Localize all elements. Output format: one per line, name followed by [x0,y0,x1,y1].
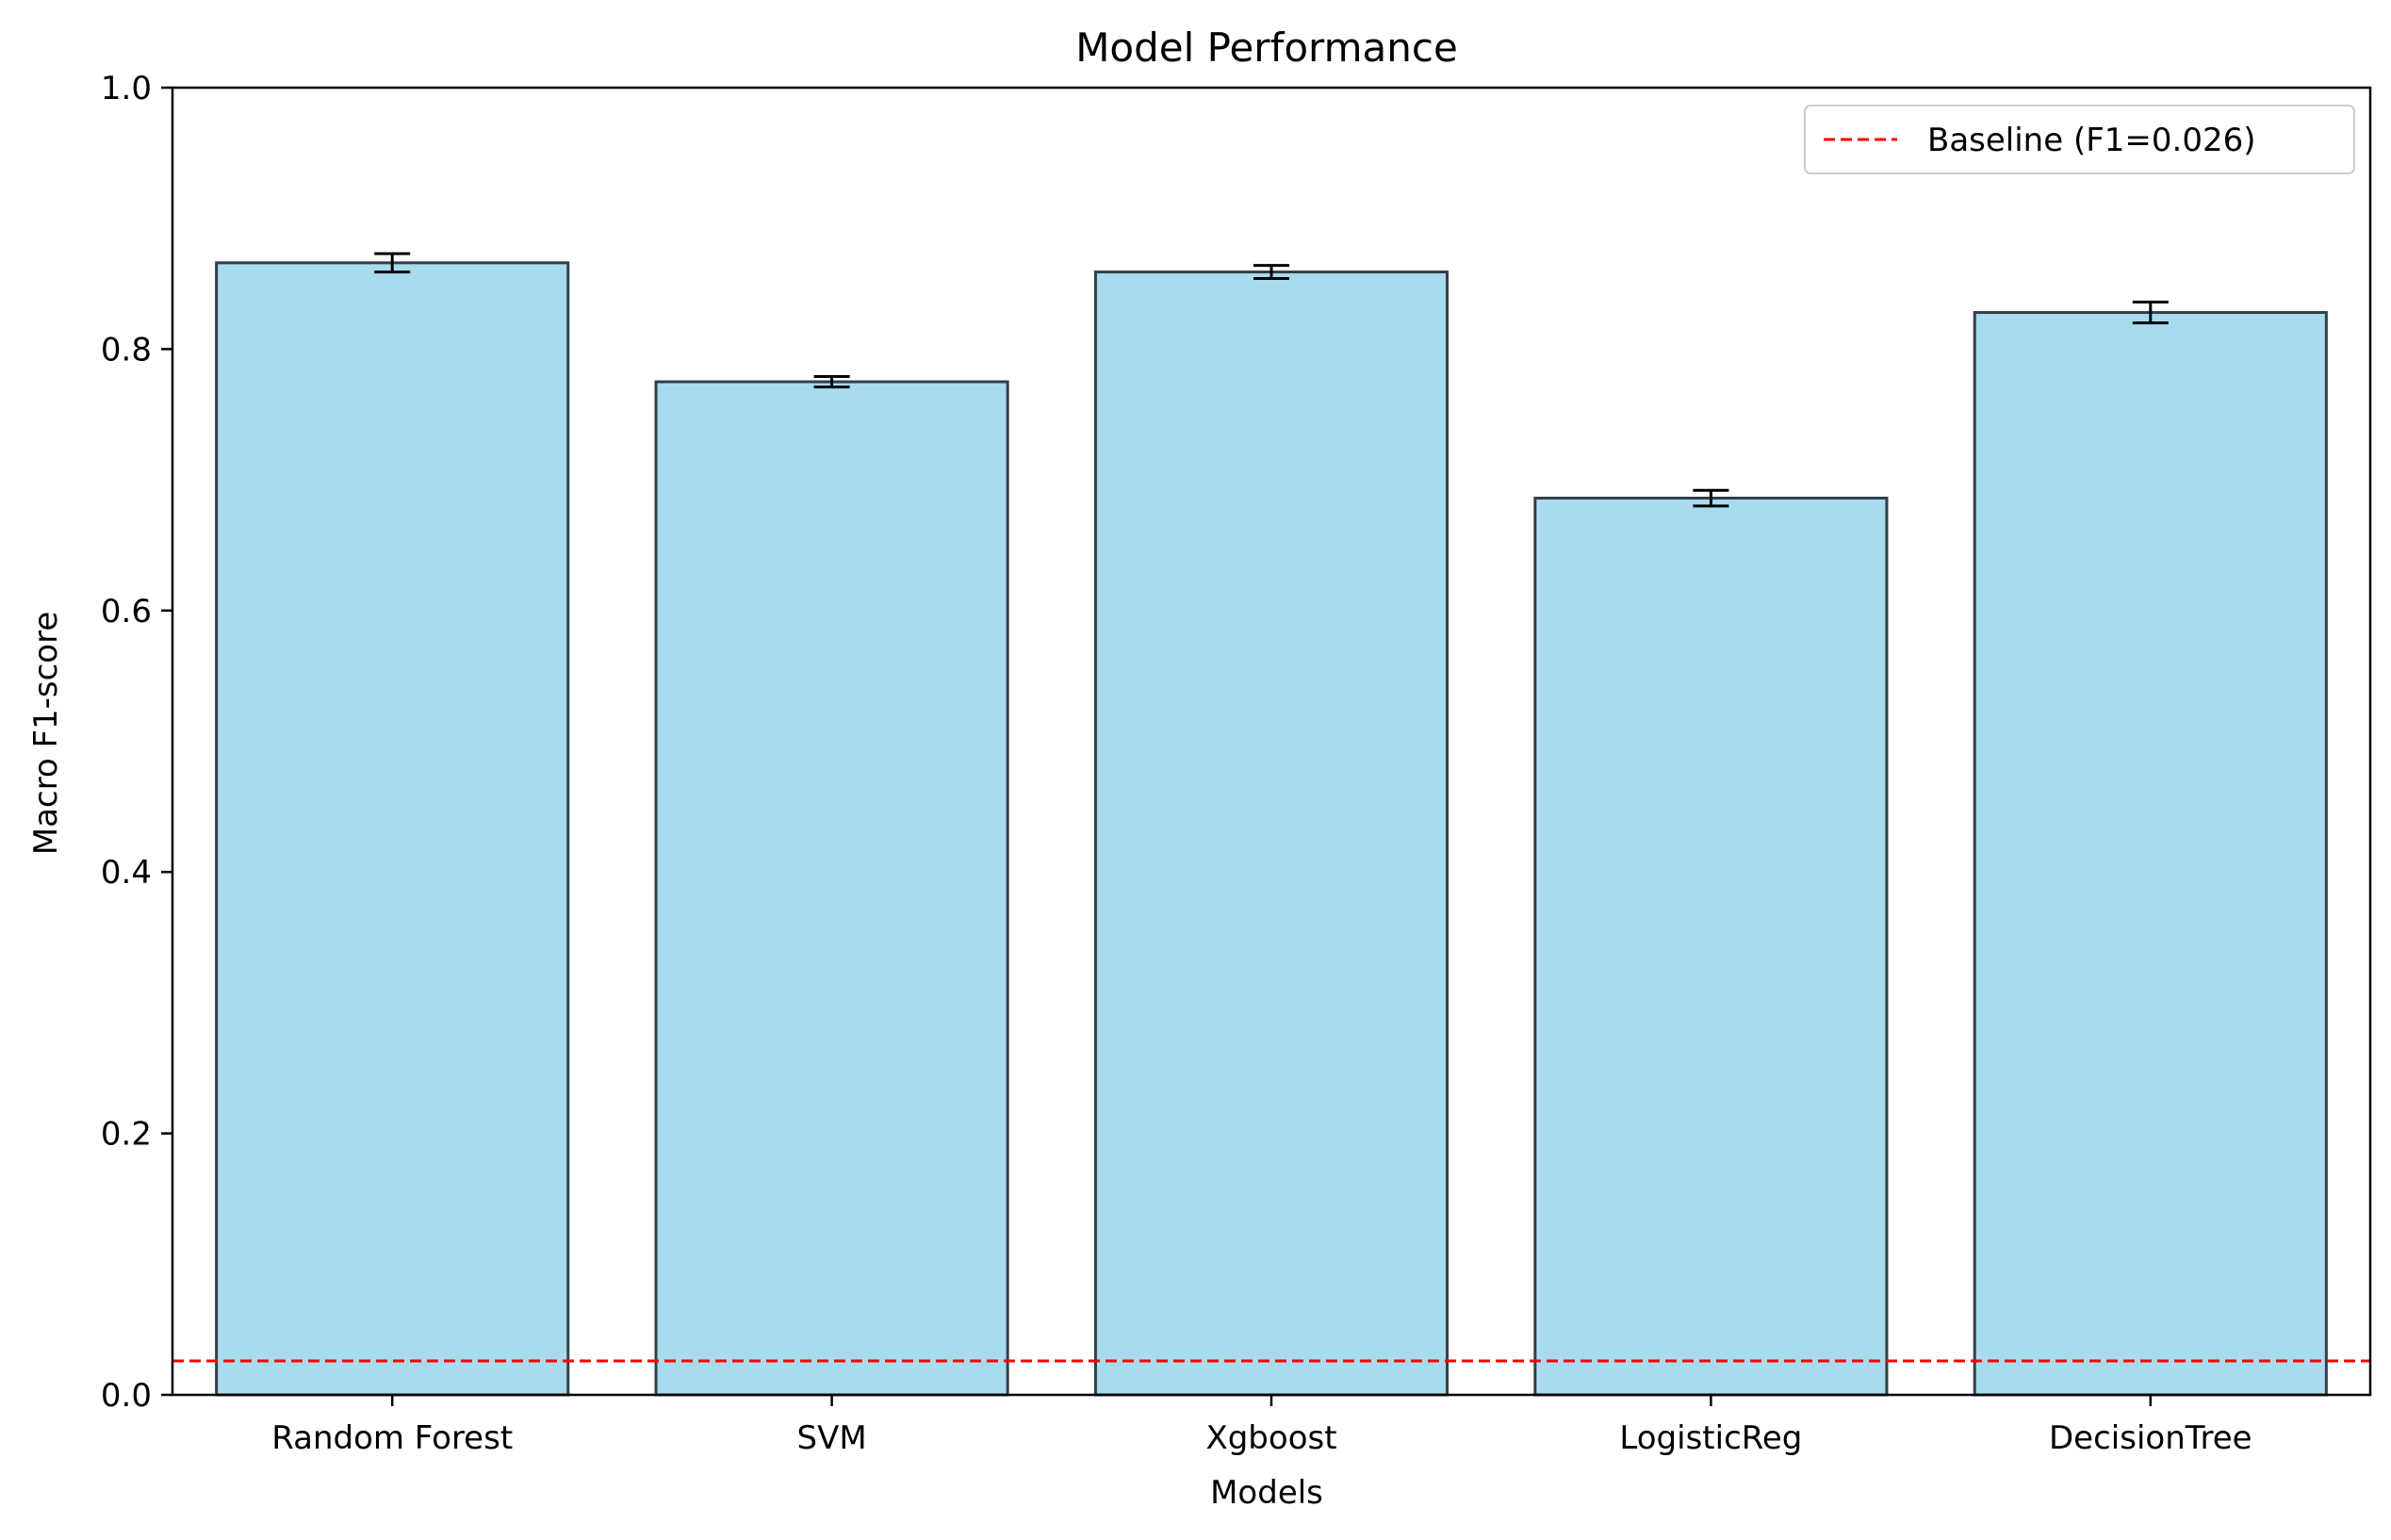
x-tick-label: Random Forest [271,1419,513,1457]
y-axis-ticks: 0.0 0.2 0.4 0.6 0.8 1.0 [101,70,172,1415]
bar-svm [654,380,1009,1397]
legend-baseline-label: Baseline (F1=0.026) [1927,122,2256,159]
bar-logisticreg [1533,497,1889,1397]
y-tick-label: 0.8 [101,331,152,369]
y-tick-label: 0.2 [101,1116,152,1154]
legend: Baseline (F1=0.026) [1804,105,2355,174]
y-tick-label: 0.6 [101,593,152,631]
y-axis-label: Macro F1-score [27,612,65,856]
legend-box [1804,105,2355,174]
bar-random-forest [215,261,570,1397]
y-tick-label: 1.0 [101,70,152,107]
error-bars-group [374,252,2169,508]
x-tick-label: DecisionTree [2049,1419,2252,1457]
bar-decisiontree [1973,311,2328,1397]
x-tick-label: SVM [797,1419,867,1457]
bar-xgboost [1093,270,1449,1397]
x-tick-label: LogisticReg [1619,1419,1802,1457]
y-tick-label: 0.4 [101,854,152,892]
x-axis-label: Models [1210,1474,1323,1512]
x-tick-label: Xgboost [1205,1419,1336,1457]
bars-group [215,261,2328,1397]
chart-title: Model Performance [1075,25,1458,71]
y-tick-label: 0.0 [101,1377,152,1415]
x-axis-ticks: Random Forest SVM Xgboost LogisticReg Decisi… [271,1395,2252,1457]
